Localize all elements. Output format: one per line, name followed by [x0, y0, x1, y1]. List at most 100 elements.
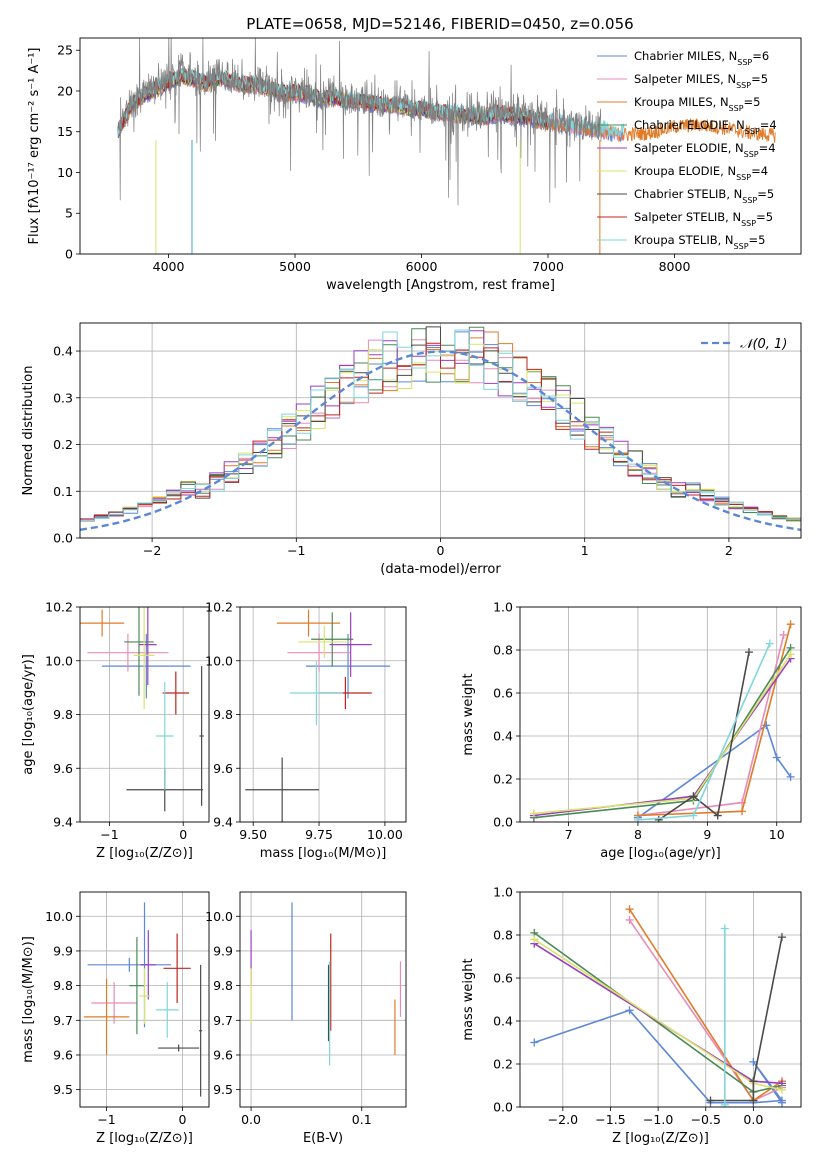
age-vs-metallicity-plot: −1 0 9.4 9.6 9.8 10.0 10.2 Z [log₁₀(Z/Z⊙)] age […	[21, 600, 210, 861]
data-point-marker	[720, 1100, 729, 1107]
data-point-marker	[633, 815, 642, 822]
data-point-marker	[529, 809, 538, 818]
y-axis-label: mass [log₁₀(M/M⊙)]	[21, 936, 36, 1063]
x-tick-label: 10.00	[367, 827, 403, 842]
y-tick-label: 9.4	[213, 815, 233, 830]
y-tick-label: 10.0	[45, 653, 73, 668]
x-tick-label: 8	[634, 827, 642, 842]
data-point-marker	[749, 1096, 758, 1105]
data-point-marker	[713, 811, 722, 820]
y-tick-label: 9.8	[53, 978, 73, 993]
y-tick-label: 9.7	[53, 1013, 73, 1028]
x-tick-label: 0.0	[241, 1112, 261, 1127]
x-axis-label: Z [log₁₀(Z/Z⊙)]	[96, 846, 193, 861]
y-tick-label: 0.8	[493, 643, 513, 658]
x-axis-label: E(B-V)	[303, 1131, 343, 1146]
legend: Chabrier MILES, NSSP=6 Salpeter MILES, NS…	[597, 49, 777, 251]
x-axis-label: Z [log₁₀(Z/Z⊙)]	[96, 1131, 193, 1146]
y-tick-label: 0.2	[53, 437, 73, 452]
data-point-marker	[706, 1096, 715, 1105]
y-tick-label: 9.6	[53, 761, 73, 776]
y-tick-label: 10	[57, 165, 73, 180]
legend-entry: Kroupa ELODIE, NSSP=4	[634, 164, 768, 182]
x-tick-label: −1	[97, 1112, 115, 1127]
data-point-marker	[786, 772, 795, 781]
y-tick-label: 0.3	[53, 390, 73, 405]
x-tick-label: 0.0	[743, 1112, 763, 1127]
data-point-marker	[777, 1098, 786, 1107]
y-tick-label: 0.4	[493, 1014, 513, 1029]
data-point-marker	[786, 650, 795, 659]
x-tick-label: 2	[725, 543, 733, 558]
y-tick-label: 9.5	[213, 1082, 233, 1097]
legend-entry: Chabrier MILES, NSSP=6	[634, 49, 769, 67]
y-tick-label: 10.0	[205, 653, 233, 668]
data-point-marker	[738, 807, 747, 816]
data-point-marker	[749, 1077, 758, 1086]
data-point-marker	[625, 905, 634, 914]
y-tick-label: 0.1	[53, 484, 73, 499]
plot-area	[80, 326, 801, 531]
data-point-marker	[765, 639, 774, 648]
mass-weight-vs-metallicity-plot: −2.0 −1.5 −1.0 −0.5 0.0 0.0 0.2 0.4 0.6 0.8 1.0 Z […	[461, 885, 802, 1146]
data-point-marker	[786, 620, 795, 629]
y-tick-label: 0.0	[493, 1100, 513, 1115]
plot-area	[83, 902, 203, 1097]
legend: 𝒩(0, 1)	[701, 337, 787, 352]
axes-frame	[79, 37, 802, 255]
y-tick-label: 0	[65, 247, 73, 262]
x-tick-label: 10	[769, 827, 785, 842]
x-tick-label: 6000	[406, 259, 438, 274]
y-tick-label: 9.4	[53, 815, 73, 830]
x-tick-label: 1	[581, 543, 589, 558]
y-tick-label: 0.6	[493, 686, 513, 701]
plot-area	[530, 905, 786, 1107]
x-tick-label: −1.0	[643, 1112, 673, 1127]
data-point-marker	[779, 630, 788, 639]
data-point-marker	[689, 792, 698, 801]
y-axis-label: Flux [fλ10⁻¹⁷ erg cm⁻² s⁻¹ A⁻¹]	[27, 48, 42, 245]
legend-entry: Chabrier ELODIE, NSSP=4	[634, 118, 777, 136]
x-tick-label: 5000	[279, 259, 311, 274]
legend-entry: Salpeter STELIB, NSSP=5	[634, 210, 773, 228]
mass-vs-extinction-plot: 0.0 0.1 9.5 9.6 9.7 9.8 9.9 10.0 E(B-V)	[205, 891, 407, 1146]
legend-entry: Kroupa STELIB, NSSP=5	[634, 233, 765, 251]
x-tick-label: 0	[179, 827, 187, 842]
axes-frame	[519, 606, 802, 823]
x-tick-label: −2.0	[548, 1112, 578, 1127]
x-tick-label: 9.50	[239, 827, 267, 842]
y-tick-label: 0.2	[493, 772, 513, 787]
y-tick-label: 9.8	[53, 707, 73, 722]
x-tick-label: 4000	[153, 259, 185, 274]
y-tick-label: 9.5	[53, 1082, 73, 1097]
axes-frame	[239, 606, 407, 823]
y-tick-label: 9.9	[53, 943, 73, 958]
x-axis-label: age [log₁₀(age/yr)]	[600, 846, 721, 861]
plot-area	[245, 609, 391, 822]
data-point-marker	[625, 915, 634, 924]
mass-weight-series-line	[637, 724, 792, 819]
x-tick-label: 9	[703, 827, 711, 842]
data-point-marker	[777, 1085, 786, 1094]
x-tick-label: 0	[178, 1112, 186, 1127]
x-tick-label: −1	[100, 827, 118, 842]
x-tick-label: 0	[437, 543, 445, 558]
y-tick-label: 10.0	[205, 909, 233, 924]
x-tick-label: 7	[565, 827, 573, 842]
y-tick-label: 0.8	[493, 928, 513, 943]
y-axis-label: mass weight	[461, 673, 476, 755]
legend-entry: Salpeter ELODIE, NSSP=4	[634, 141, 776, 159]
plot-area	[117, 38, 776, 254]
x-tick-label: 7000	[532, 259, 564, 274]
x-tick-label: 9.75	[305, 827, 333, 842]
y-tick-label: 9.9	[213, 943, 233, 958]
y-axis-label: Normed distribution	[21, 366, 36, 496]
mass-vs-metallicity-plot: −1 0 9.5 9.6 9.7 9.8 9.9 10.0 Z [log₁₀(Z/Z⊙)] mas…	[21, 891, 210, 1146]
legend-entry: 𝒩(0, 1)	[740, 337, 787, 352]
y-tick-label: 10.2	[205, 600, 233, 615]
x-tick-label: −1.5	[595, 1112, 625, 1127]
y-tick-label: 9.7	[213, 1013, 233, 1028]
y-tick-label: 15	[57, 124, 73, 139]
figure-title: PLATE=0658, MJD=52146, FIBERID=0450, z=0…	[246, 15, 633, 33]
data-point-marker	[749, 1057, 758, 1066]
